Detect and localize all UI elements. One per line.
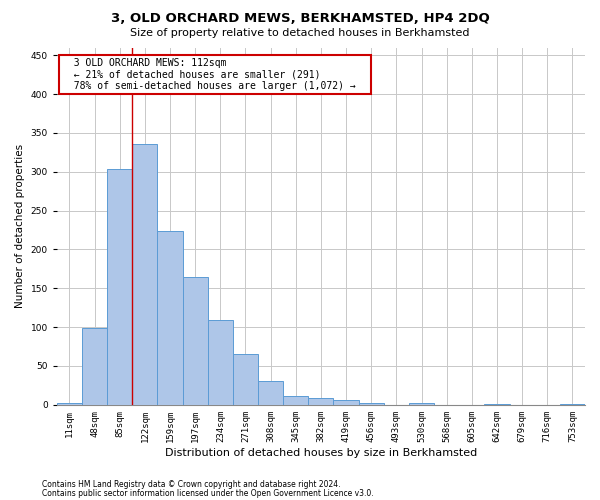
Bar — [182, 278, 208, 405]
Bar — [484, 404, 509, 405]
Text: Contains public sector information licensed under the Open Government Licence v3: Contains public sector information licen… — [42, 488, 374, 498]
Text: 3, OLD ORCHARD MEWS, BERKHAMSTED, HP4 2DQ: 3, OLD ORCHARD MEWS, BERKHAMSTED, HP4 2D… — [110, 12, 490, 26]
Text: 3 OLD ORCHARD MEWS: 112sqm  
  ← 21% of detached houses are smaller (291)  
  78: 3 OLD ORCHARD MEWS: 112sqm ← 21% of deta… — [62, 58, 368, 92]
Text: Contains HM Land Registry data © Crown copyright and database right 2024.: Contains HM Land Registry data © Crown c… — [42, 480, 341, 489]
Bar — [132, 144, 157, 405]
Bar — [409, 404, 434, 405]
Bar — [208, 320, 233, 405]
Bar — [560, 404, 585, 405]
Bar — [233, 354, 258, 405]
Bar — [82, 328, 107, 405]
Bar — [157, 231, 182, 405]
Bar — [308, 398, 334, 405]
Bar — [283, 396, 308, 405]
Bar — [258, 381, 283, 405]
X-axis label: Distribution of detached houses by size in Berkhamsted: Distribution of detached houses by size … — [165, 448, 477, 458]
Bar — [107, 170, 132, 405]
Bar — [359, 402, 384, 405]
Y-axis label: Number of detached properties: Number of detached properties — [15, 144, 25, 308]
Bar — [334, 400, 359, 405]
Text: Size of property relative to detached houses in Berkhamsted: Size of property relative to detached ho… — [130, 28, 470, 38]
Bar — [57, 402, 82, 405]
